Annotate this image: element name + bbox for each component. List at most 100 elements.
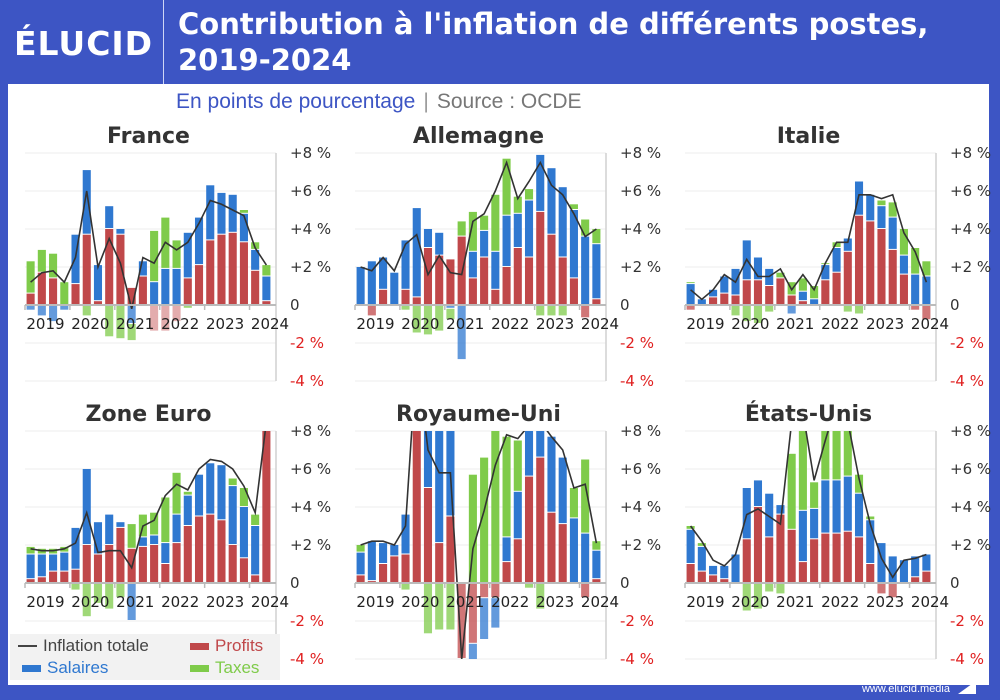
bar-segment-profits [765, 286, 774, 304]
inflation-total-line [30, 190, 268, 309]
y-tick-label: -4 % [950, 650, 984, 668]
bar-segment-salaires [251, 526, 260, 575]
x-tick-label: 2023 [206, 593, 244, 611]
bar-segment-profits [138, 546, 147, 582]
bar-segment-taxes [491, 431, 500, 582]
bar-segment-taxes [524, 583, 534, 588]
y-tick-label: +4 % [950, 498, 991, 516]
bar-segment-profits [753, 507, 763, 582]
chart-italie: Italie +8 % +6 % +4 % +2 % 0 -2 % -4 % 2019 2020 2… [684, 124, 991, 390]
y-tick-label: 0 [950, 574, 960, 592]
bar-segment-salaires [731, 554, 740, 582]
bar-segment-salaires [911, 556, 920, 577]
bar-segment-taxes [105, 305, 114, 337]
bar-segment-salaires [468, 643, 477, 659]
x-tick-label: 2021 [116, 593, 154, 611]
legend: Inflation totale Profits Salaires Taxes [10, 634, 280, 680]
bar-segment-salaires [435, 232, 444, 255]
bar-segment-profits [82, 234, 91, 304]
bar-segment-salaires [217, 465, 226, 520]
bar-segment-taxes [686, 526, 695, 529]
bar-segment-taxes [356, 545, 365, 552]
chart-title: Allemagne [413, 124, 544, 149]
bar-segment-taxes [423, 583, 433, 634]
bar-segment-salaires [251, 249, 260, 270]
bar-segment-profits [71, 569, 80, 582]
bar-segment-profits [356, 575, 365, 582]
bar-segment-taxes [127, 324, 136, 341]
y-tick-label: -2 % [290, 334, 324, 352]
y-tick-label: +8 % [290, 422, 331, 440]
bar-segment-taxes [26, 546, 35, 554]
y-tick-label: +4 % [620, 220, 661, 238]
bar-segment-salaires [127, 305, 136, 323]
bars-group [26, 431, 271, 620]
bar-segment-salaires [547, 168, 556, 234]
bar-segment-profits [821, 280, 830, 304]
bar-segment-taxes [239, 210, 248, 213]
bar-segment-salaires [810, 508, 819, 539]
chart-title: Italie [777, 124, 841, 149]
bar-segment-profits [71, 284, 80, 304]
bar-segment-profits [524, 257, 534, 304]
x-tick-label: 2019 [356, 593, 394, 611]
bar-segment-salaires [116, 522, 125, 527]
header-divider [163, 0, 164, 84]
y-tick-label: +4 % [290, 498, 331, 516]
bars-group [686, 431, 931, 611]
bar-segment-profits [412, 297, 421, 304]
bar-segment-salaires [558, 187, 567, 257]
bar-segment-profits [832, 533, 841, 582]
bar-segment-taxes [776, 272, 785, 278]
bar-segment-salaires [787, 305, 796, 314]
salaires-swatch-icon [22, 664, 41, 672]
bar-segment-salaires [457, 305, 466, 360]
bar-segment-profits [592, 579, 601, 582]
bar-segment-taxes [686, 282, 695, 284]
inflation-total-line [360, 431, 598, 659]
footer-url[interactable]: www.elucid.media [861, 683, 950, 695]
y-tick-label: 0 [290, 296, 300, 314]
bar-segment-profits [239, 242, 248, 304]
y-tick-label: +4 % [290, 220, 331, 238]
bar-segment-profits [457, 583, 466, 658]
elucid-flag-icon [958, 681, 976, 694]
bar-segment-profits [93, 301, 103, 304]
bar-segment-salaires [821, 265, 830, 280]
bar-segment-salaires [810, 299, 819, 304]
bar-segment-profits [161, 564, 170, 582]
bar-segment-taxes [798, 278, 807, 291]
bar-segment-profits [877, 229, 886, 304]
y-tick-label: +2 % [290, 536, 331, 554]
bar-segment-salaires [49, 554, 58, 571]
y-tick-label: 0 [620, 296, 630, 314]
bar-segment-salaires [547, 436, 556, 512]
bar-segment-taxes [105, 583, 114, 609]
y-tick-label: 0 [290, 574, 300, 592]
bar-segment-salaires [26, 554, 35, 579]
bar-segment-taxes [502, 436, 511, 537]
bar-segment-salaires [686, 284, 695, 304]
page-title: Contribution à l'inflation de différents… [178, 6, 928, 78]
bar-segment-profits [401, 554, 410, 582]
bar-segment-salaires [592, 550, 601, 579]
bar-segment-profits [194, 516, 204, 582]
bar-segment-salaires [742, 488, 751, 539]
bar-segment-profits [480, 583, 489, 598]
bar-segment-salaires [843, 238, 852, 251]
line-swatch-icon [18, 645, 37, 647]
bar-segment-taxes [899, 229, 908, 255]
bar-segment-salaires [423, 229, 433, 247]
y-tick-label: -4 % [290, 650, 324, 668]
chart-etats-unis: États-Unis +8 % +6 % +4 % +2 % 0 -2 % -4 % 2019 2… [684, 401, 991, 668]
bar-segment-profits [899, 274, 908, 304]
bar-segment-profits [854, 537, 864, 582]
bar-segment-profits [877, 583, 886, 594]
bar-segment-profits [93, 554, 103, 582]
bar-segment-salaires [480, 230, 489, 257]
bar-segment-salaires [581, 236, 590, 304]
bar-segment-salaires [150, 282, 159, 304]
bar-segment-profits [866, 564, 875, 582]
bar-segment-salaires [776, 505, 785, 514]
bar-segment-profits [798, 562, 807, 582]
